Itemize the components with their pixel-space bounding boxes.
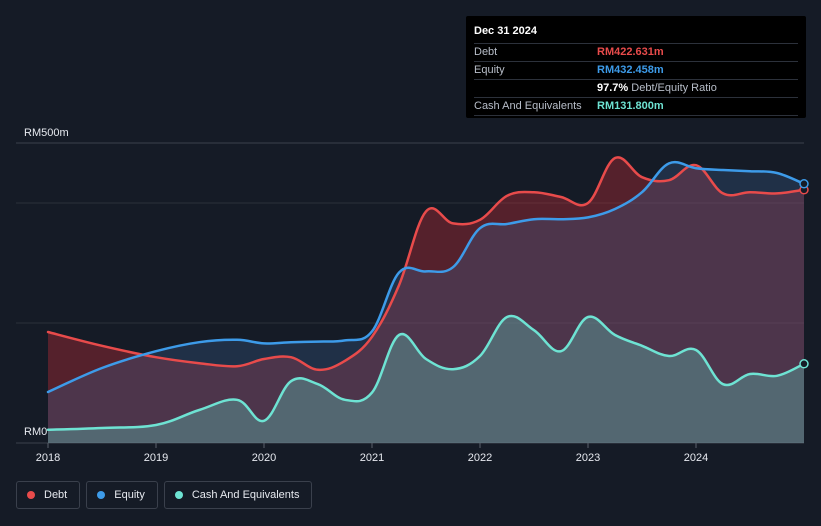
x-tick-label: 2020 xyxy=(252,452,276,464)
tooltip-equity-value: RM432.458m xyxy=(597,64,664,76)
debt-dot-icon xyxy=(27,491,35,499)
line-layer xyxy=(46,156,806,432)
cash-dot-icon xyxy=(174,491,183,499)
tooltip-cash-value: RM131.800m xyxy=(597,100,664,112)
tooltip-row-ratio: 97.7% Debt/Equity Ratio xyxy=(474,80,798,98)
tooltip-ratio-text: Debt/Equity Ratio xyxy=(631,82,717,94)
legend-equity-label: Equity xyxy=(114,489,145,501)
marker-layer xyxy=(799,179,809,369)
cash-area xyxy=(48,315,804,443)
y-axis-bottom-label: RM0 xyxy=(24,426,47,438)
debt-line xyxy=(46,156,806,372)
equity-line xyxy=(46,160,806,394)
tooltip-cash-label: Cash And Equivalents xyxy=(474,100,582,112)
tooltip-debt-value: RM422.631m xyxy=(597,46,664,58)
equity-end-marker xyxy=(799,179,809,189)
tooltip-row-cash: Cash And Equivalents RM131.800m xyxy=(474,98,798,116)
cash-line xyxy=(46,314,806,432)
tooltip-row-debt: Debt RM422.631m xyxy=(474,44,798,62)
equity-area xyxy=(48,162,804,444)
cash-end-marker xyxy=(799,359,809,369)
area-layer xyxy=(48,157,804,444)
legend-debt-label: Debt xyxy=(44,489,68,501)
x-tick-label: 2021 xyxy=(360,452,384,464)
x-tick-label: 2024 xyxy=(684,452,708,464)
data-tooltip: Dec 31 2024 Debt RM422.631m Equity RM432… xyxy=(466,16,806,118)
x-tick-label: 2023 xyxy=(576,452,600,464)
tooltip-equity-label: Equity xyxy=(474,64,505,76)
x-tick-label: 2022 xyxy=(468,452,492,464)
tooltip-ratio: 97.7% Debt/Equity Ratio xyxy=(597,80,717,97)
legend-item-debt[interactable]: Debt xyxy=(16,481,81,509)
debt-area xyxy=(48,157,804,443)
tooltip-ratio-value: 97.7% xyxy=(597,82,629,94)
x-tick-label: 2019 xyxy=(144,452,168,464)
chart-legend: Debt Equity Cash And Equivalents xyxy=(16,481,313,511)
legend-item-cash[interactable]: Cash And Equivalents xyxy=(163,481,313,509)
equity-dot-icon xyxy=(97,491,106,499)
tooltip-row-equity: Equity RM432.458m xyxy=(474,62,798,80)
axis-layer: RM500m RM0 xyxy=(24,127,69,438)
x-axis-ticks: 2018 2019 2020 2021 2022 2023 2024 xyxy=(36,443,708,464)
legend-cash-label: Cash And Equivalents xyxy=(191,489,300,501)
x-tick-label: 2018 xyxy=(36,452,60,464)
y-axis-top-label: RM500m xyxy=(24,127,69,139)
legend-item-equity[interactable]: Equity xyxy=(86,481,158,509)
grid-layer xyxy=(16,142,804,444)
tooltip-debt-label: Debt xyxy=(474,46,498,58)
tooltip-date: Dec 31 2024 xyxy=(474,23,798,44)
